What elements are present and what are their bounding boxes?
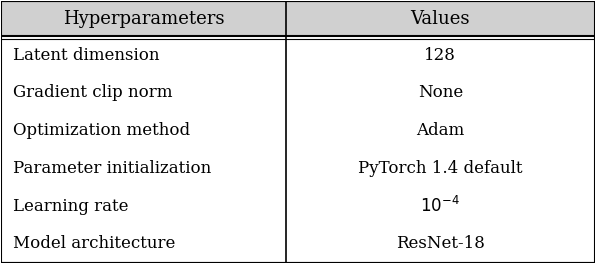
Text: Optimization method: Optimization method <box>13 122 190 139</box>
Text: ResNet-18: ResNet-18 <box>396 235 485 252</box>
Text: 128: 128 <box>424 46 457 64</box>
Text: None: None <box>418 84 463 101</box>
Text: Gradient clip norm: Gradient clip norm <box>13 84 173 101</box>
Text: Values: Values <box>411 10 470 28</box>
Text: PyTorch 1.4 default: PyTorch 1.4 default <box>358 160 523 177</box>
Text: Adam: Adam <box>416 122 464 139</box>
Text: $10^{-4}$: $10^{-4}$ <box>421 196 460 216</box>
Text: Parameter initialization: Parameter initialization <box>13 160 212 177</box>
Text: Latent dimension: Latent dimension <box>13 46 160 64</box>
Text: Hyperparameters: Hyperparameters <box>63 10 225 28</box>
Text: Learning rate: Learning rate <box>13 197 129 215</box>
Text: Model architecture: Model architecture <box>13 235 176 252</box>
Bar <box>1 1 595 36</box>
